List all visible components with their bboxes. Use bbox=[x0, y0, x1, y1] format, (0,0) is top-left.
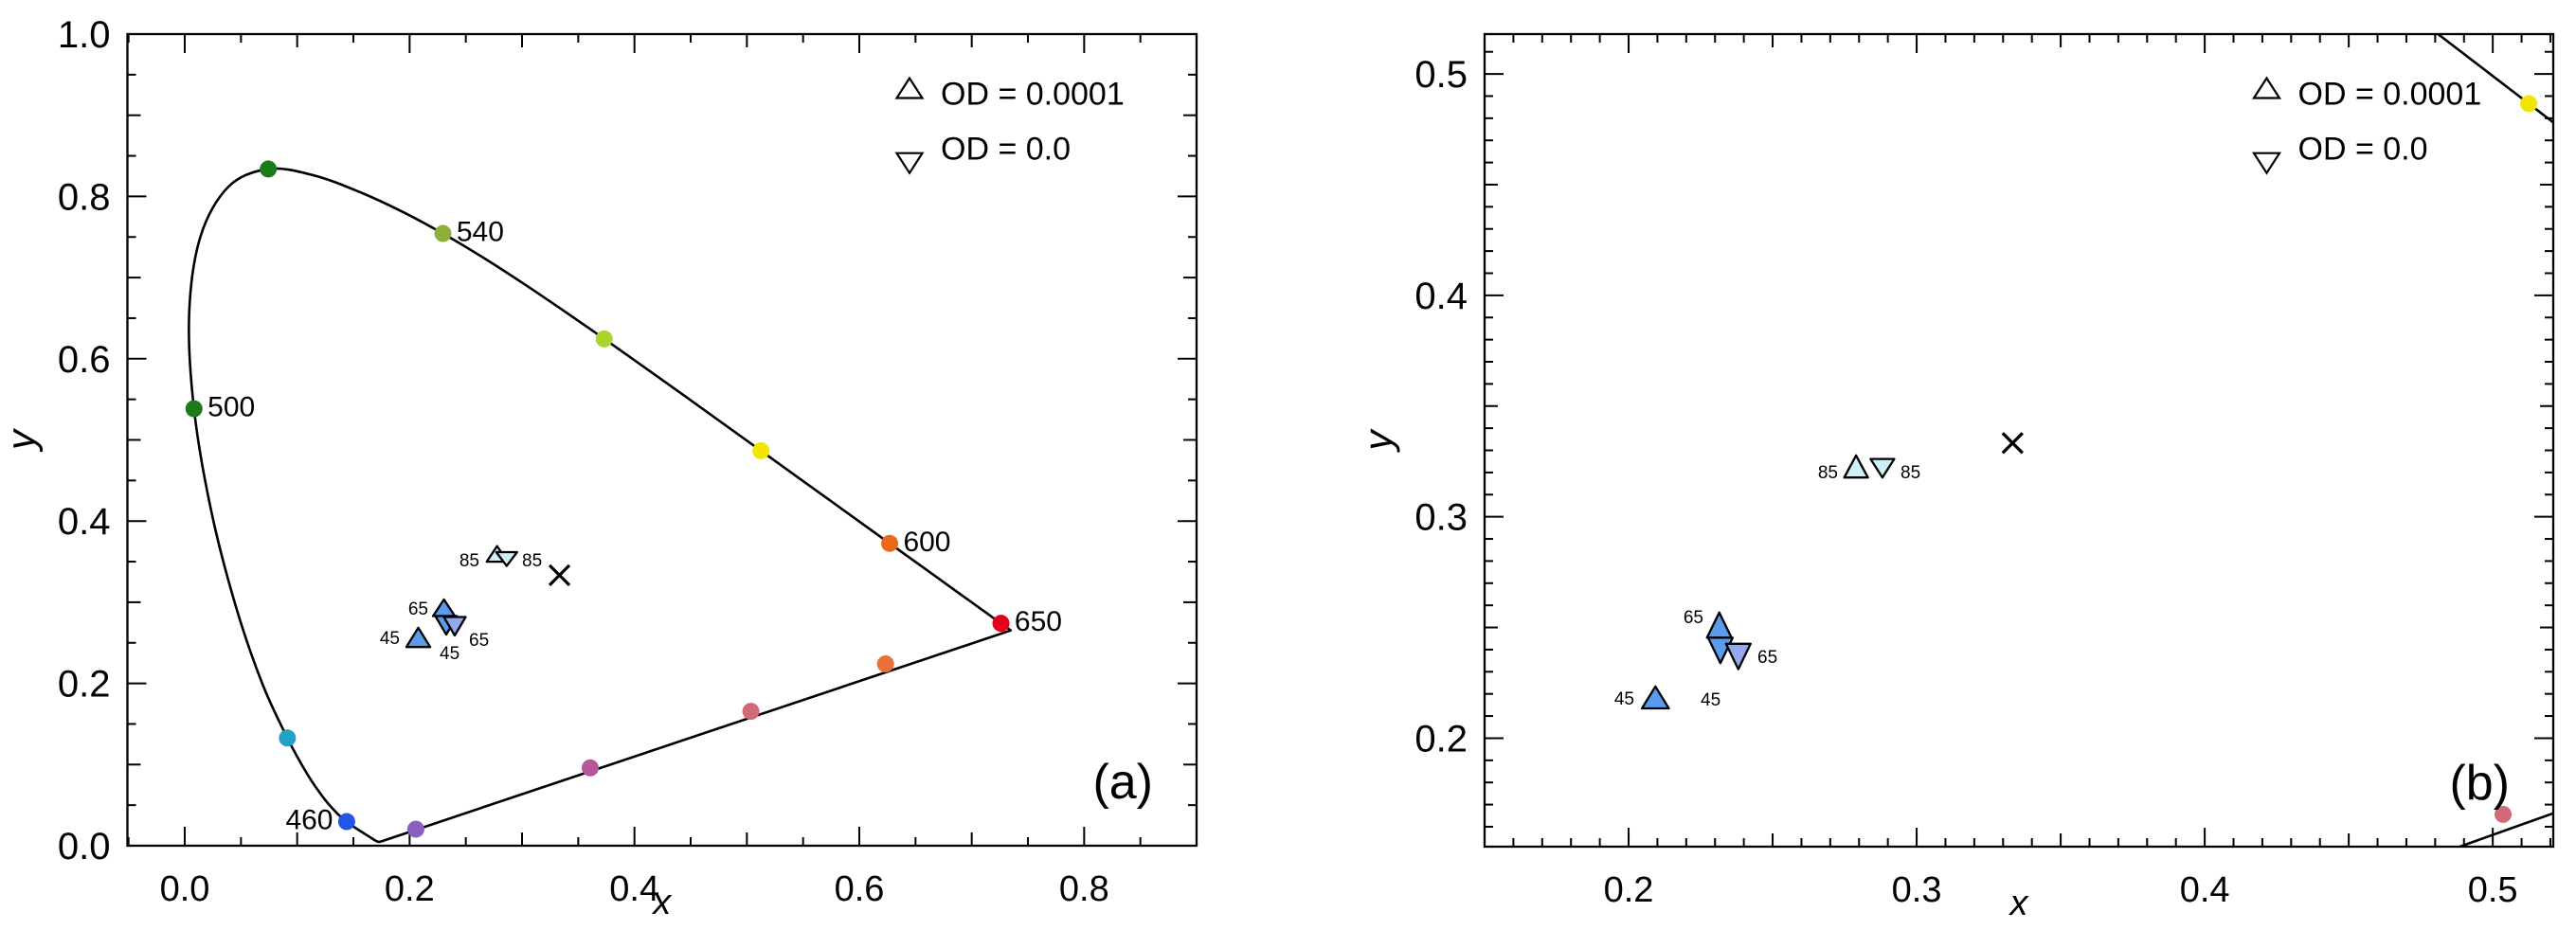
svg-text:OD = 0.0001: OD = 0.0001 bbox=[2298, 77, 2482, 113]
svg-text:(b): (b) bbox=[2449, 756, 2510, 811]
svg-text:0.5: 0.5 bbox=[2468, 870, 2518, 910]
svg-text:600: 600 bbox=[903, 527, 950, 558]
svg-text:85: 85 bbox=[1818, 463, 1838, 483]
svg-text:y: y bbox=[0, 427, 44, 453]
svg-text:85: 85 bbox=[459, 551, 479, 571]
svg-text:650: 650 bbox=[1015, 606, 1062, 637]
svg-text:0.5: 0.5 bbox=[1414, 54, 1468, 96]
svg-text:500: 500 bbox=[207, 392, 255, 423]
svg-text:1.0: 1.0 bbox=[58, 14, 111, 56]
svg-text:x: x bbox=[651, 883, 673, 922]
svg-text:0.2: 0.2 bbox=[58, 664, 111, 706]
svg-text:0.2: 0.2 bbox=[1604, 870, 1654, 910]
svg-text:0.0: 0.0 bbox=[58, 826, 111, 867]
svg-text:540: 540 bbox=[457, 217, 504, 248]
svg-text:0.4: 0.4 bbox=[609, 869, 659, 909]
svg-text:0.4: 0.4 bbox=[2180, 870, 2230, 910]
svg-text:85: 85 bbox=[522, 551, 542, 571]
svg-text:0.2: 0.2 bbox=[385, 869, 435, 909]
svg-text:45: 45 bbox=[440, 644, 459, 664]
svg-text:0.4: 0.4 bbox=[58, 501, 111, 543]
svg-text:0.2: 0.2 bbox=[1414, 718, 1468, 760]
svg-text:OD = 0.0: OD = 0.0 bbox=[941, 132, 1071, 168]
svg-text:0.0: 0.0 bbox=[160, 869, 210, 909]
svg-text:65: 65 bbox=[469, 631, 489, 651]
svg-text:x: x bbox=[2009, 884, 2030, 923]
svg-text:45: 45 bbox=[1614, 689, 1634, 709]
svg-text:65: 65 bbox=[1684, 608, 1703, 628]
svg-text:65: 65 bbox=[408, 599, 428, 619]
svg-text:OD = 0.0: OD = 0.0 bbox=[2298, 132, 2428, 168]
svg-text:0.8: 0.8 bbox=[58, 176, 111, 218]
svg-text:65: 65 bbox=[1757, 648, 1777, 668]
svg-text:0.3: 0.3 bbox=[1892, 870, 1942, 910]
svg-text:85: 85 bbox=[1900, 463, 1920, 483]
svg-text:45: 45 bbox=[1701, 690, 1720, 710]
svg-text:460: 460 bbox=[285, 805, 333, 836]
svg-text:0.3: 0.3 bbox=[1414, 497, 1468, 539]
svg-text:45: 45 bbox=[380, 629, 400, 649]
svg-text:0.4: 0.4 bbox=[1414, 276, 1468, 317]
svg-text:0.8: 0.8 bbox=[1059, 869, 1109, 909]
svg-text:y: y bbox=[1356, 428, 1400, 454]
svg-text:(a): (a) bbox=[1092, 755, 1153, 810]
svg-text:0.6: 0.6 bbox=[835, 869, 885, 909]
svg-text:OD = 0.0001: OD = 0.0001 bbox=[941, 77, 1125, 113]
svg-text:0.6: 0.6 bbox=[58, 339, 111, 381]
